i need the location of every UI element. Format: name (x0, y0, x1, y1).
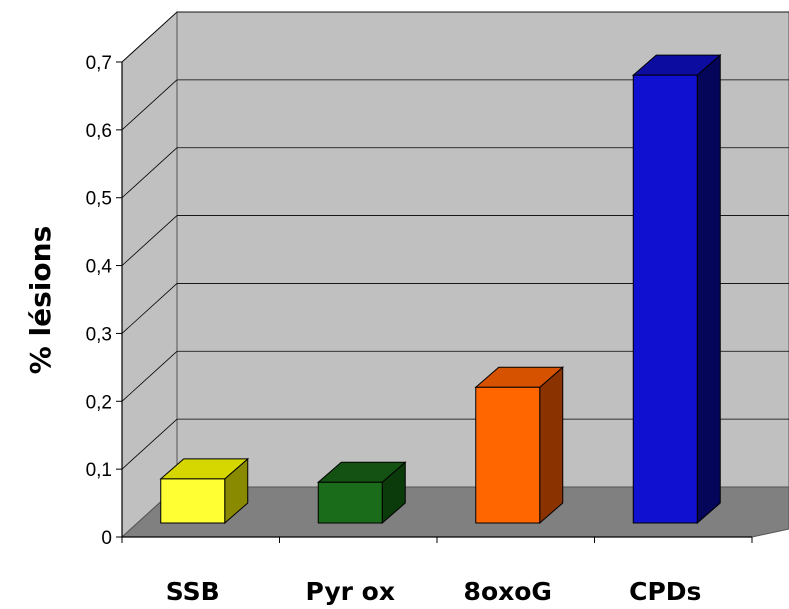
bar (474, 366, 565, 525)
y-tick-label: 0,7 (86, 53, 112, 74)
x-category-label: SSB (166, 577, 220, 606)
bar-front (317, 481, 383, 524)
bar (631, 54, 722, 525)
bar-side (696, 54, 721, 525)
bar (316, 461, 407, 525)
gridline-side (121, 350, 178, 402)
y-tick-label: 0,5 (86, 189, 112, 210)
gridline-side (121, 283, 178, 334)
y-tick-label: 0,4 (86, 257, 113, 278)
y-axis: 0 0,1 0,2 0,3 0,4 0,5 0,6 0,7 (86, 53, 753, 549)
bar-side (539, 366, 564, 525)
y-tick-label: 0,6 (86, 121, 112, 142)
y-axis-title: % lésions (24, 226, 57, 375)
x-category-label: 8oxoG (464, 577, 552, 606)
gridline-side (121, 147, 178, 199)
bar (159, 457, 250, 525)
x-category-label: CPDs (629, 577, 701, 606)
bar-front (632, 74, 698, 524)
bars (159, 54, 722, 525)
y-tick-label: 0,1 (86, 460, 112, 481)
gridline-side (121, 418, 178, 470)
y-tick-label: 0,3 (86, 324, 112, 345)
gridline-side (121, 215, 178, 266)
bar-front (160, 478, 226, 524)
x-category-label: Pyr ox (306, 577, 395, 606)
bar-front (475, 386, 541, 524)
y-tick-label: 0,2 (86, 392, 112, 413)
gridline-side (121, 11, 178, 63)
side-wall (121, 10, 178, 539)
y-tick-label: 0 (101, 528, 112, 549)
category-labels: SSB Pyr ox 8oxoG CPDs (166, 577, 702, 606)
gridline-side (121, 79, 178, 131)
